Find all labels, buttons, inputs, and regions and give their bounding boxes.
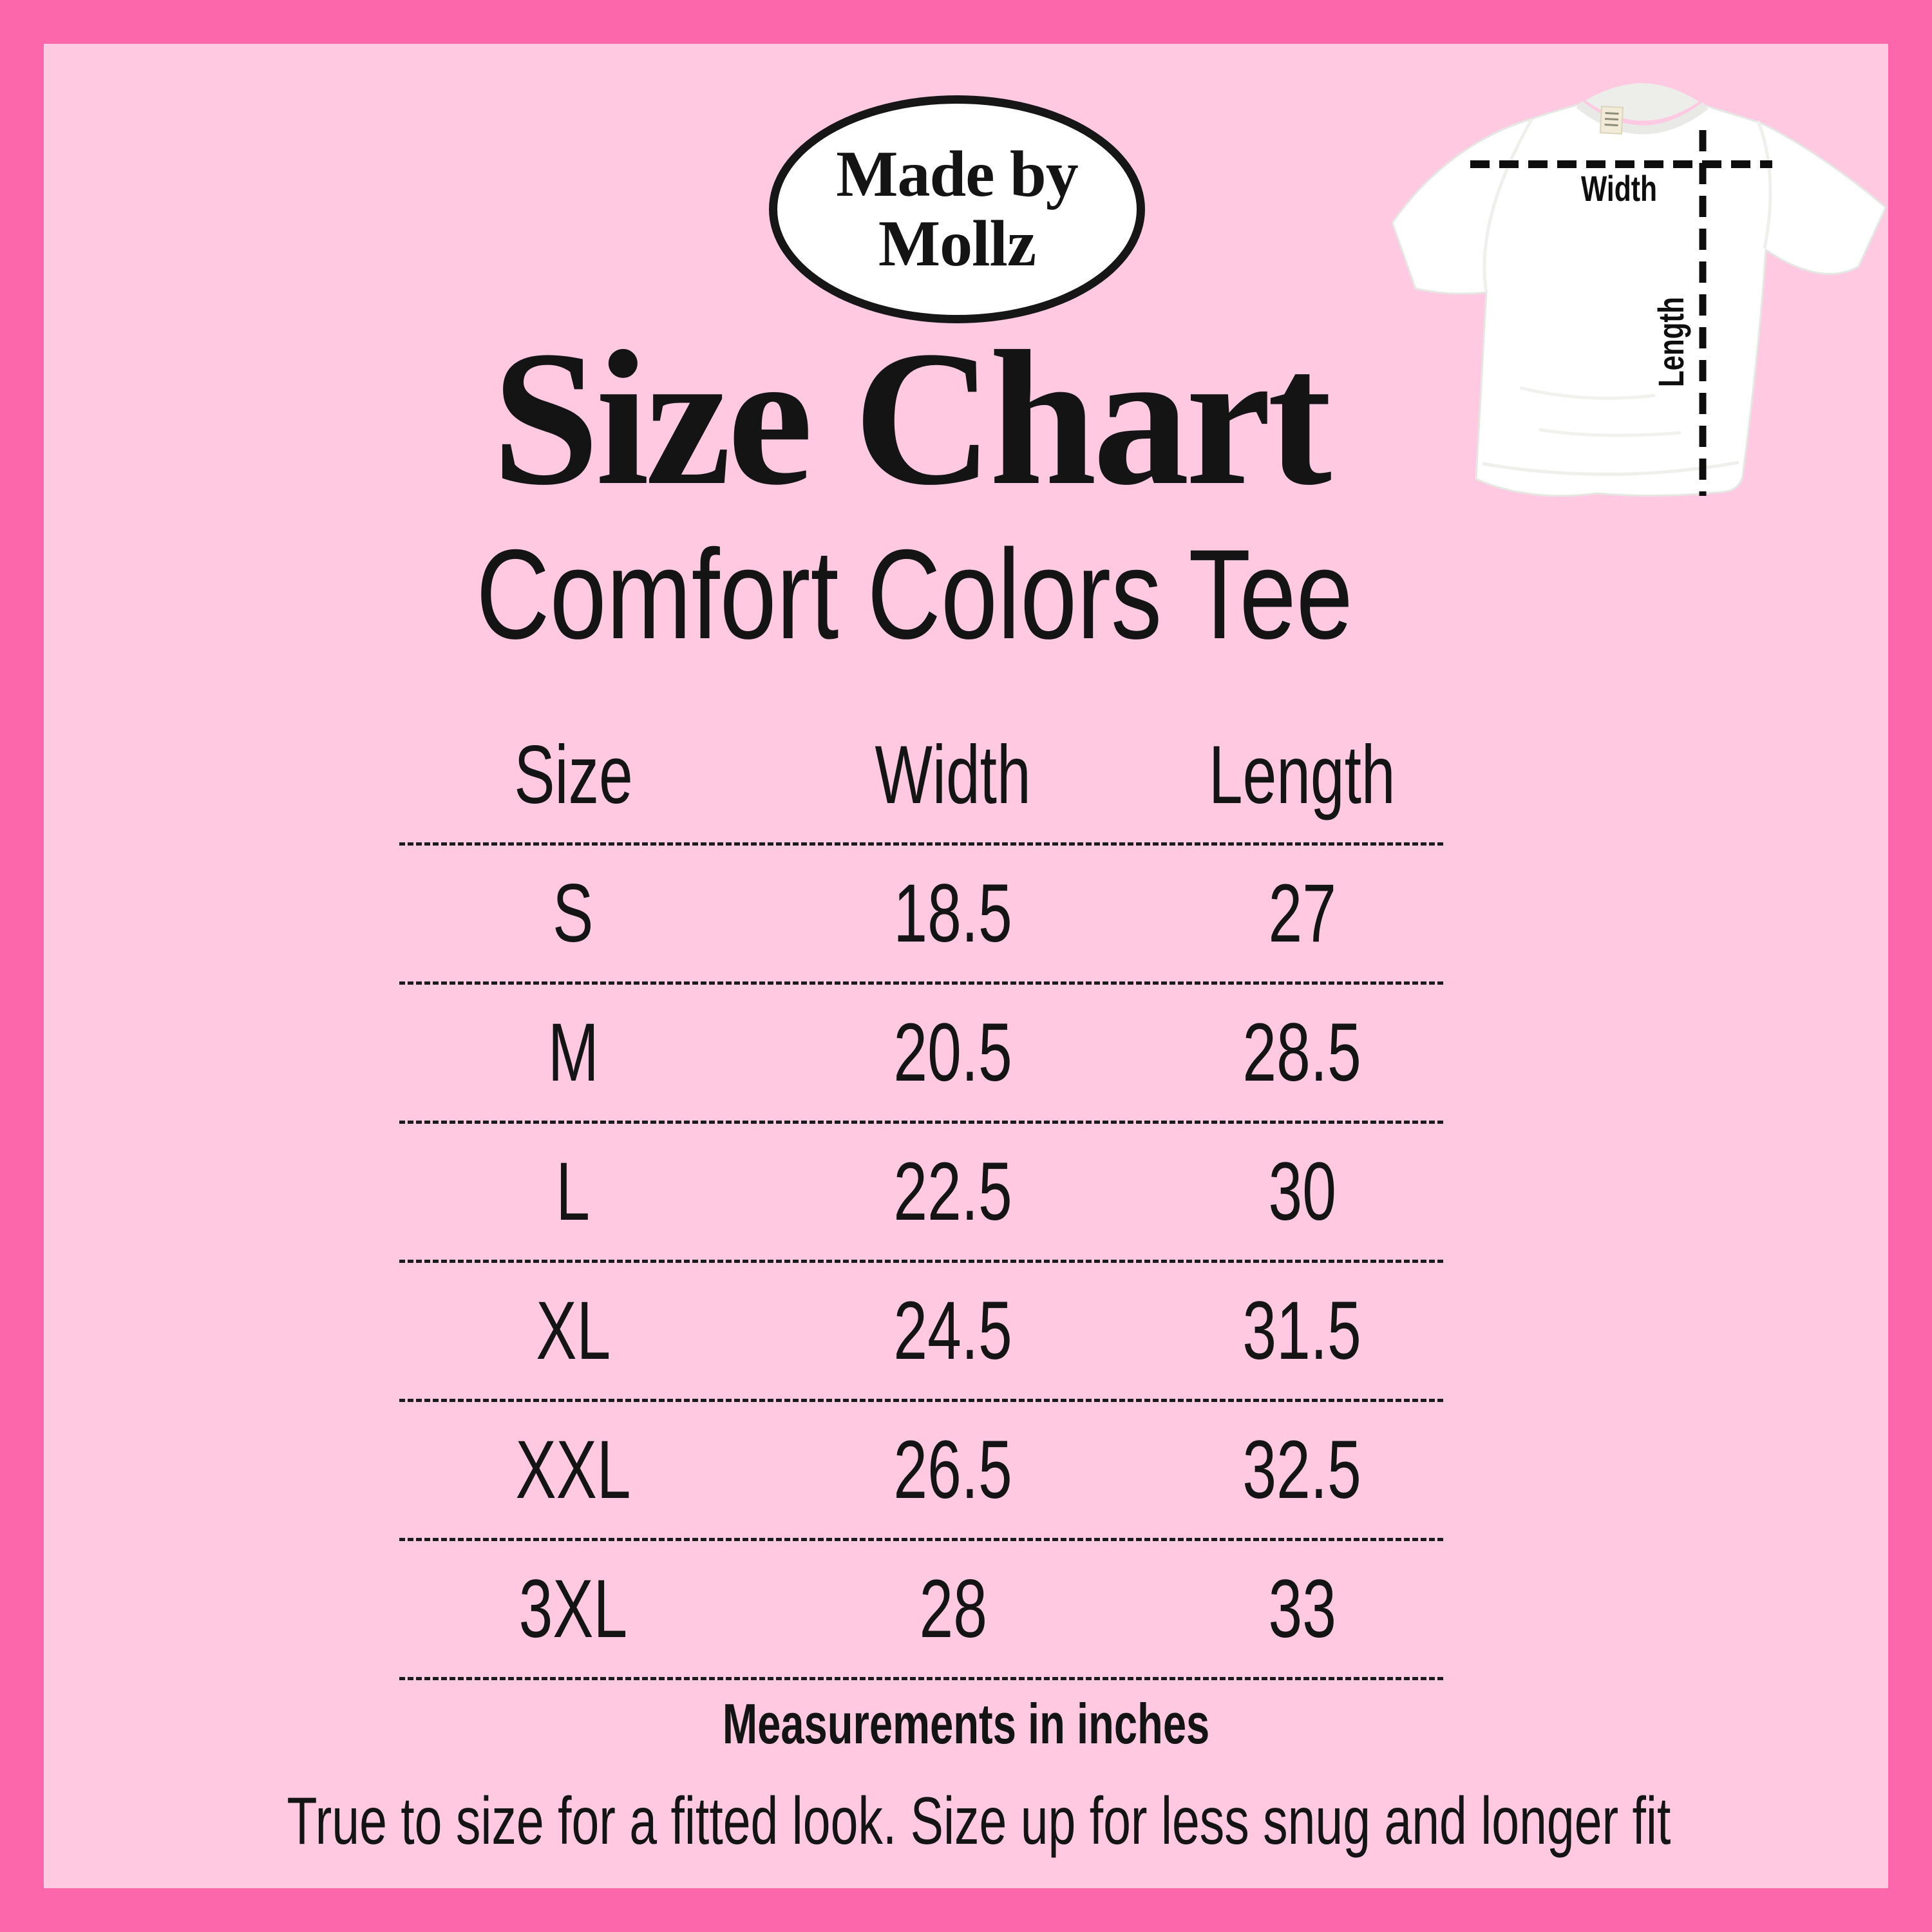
width-cell: 24.5 <box>893 1284 1013 1377</box>
brand-logo-badge: Made by Mollz <box>769 95 1145 323</box>
table-row: XXL 26.5 32.5 <box>399 1402 1445 1538</box>
product-subtitle: Comfort Colors Tee <box>270 531 1558 658</box>
row-divider <box>399 1538 1445 1541</box>
row-divider <box>399 1121 1445 1124</box>
size-table: Size Width Length S 18.5 27 M 20.5 28.5 … <box>399 708 1445 1680</box>
product-subtitle-text: Comfort Colors Tee <box>476 523 1353 665</box>
tshirt-outline <box>1391 103 1887 497</box>
brand-name-line2: Mollz <box>878 207 1036 280</box>
width-cell: 26.5 <box>893 1423 1013 1516</box>
column-header-length: Length <box>1209 729 1396 821</box>
column-header-size: Size <box>513 729 633 821</box>
size-cell: XL <box>536 1284 611 1377</box>
row-divider <box>399 1399 1445 1402</box>
width-cell: 22.5 <box>893 1145 1013 1238</box>
table-row: 3XL 28 33 <box>399 1541 1445 1677</box>
units-note: Measurements in inches <box>722 1692 1210 1756</box>
row-divider <box>399 981 1445 985</box>
table-header-row: Size Width Length <box>399 708 1445 842</box>
length-cell: 27 <box>1268 867 1336 960</box>
brand-name-line1: Made by <box>836 137 1078 211</box>
length-cell: 31.5 <box>1242 1284 1362 1377</box>
length-cell: 33 <box>1268 1562 1336 1655</box>
row-divider <box>399 1260 1445 1263</box>
tshirt-measurement-diagram: Width Length <box>1391 83 1887 497</box>
size-cell: 3XL <box>518 1562 628 1655</box>
size-cell: L <box>556 1145 591 1238</box>
care-tag-icon <box>1599 106 1624 135</box>
table-row: L 22.5 30 <box>399 1124 1445 1260</box>
width-cell: 28 <box>919 1562 987 1655</box>
size-cell: S <box>553 867 594 960</box>
width-cell: 20.5 <box>893 1006 1013 1099</box>
row-divider <box>399 1677 1445 1680</box>
length-cell: 32.5 <box>1242 1423 1362 1516</box>
table-row: M 20.5 28.5 <box>399 985 1445 1121</box>
fit-note: True to size for a fitted look. Size up … <box>287 1784 1671 1859</box>
right-sleeve-seam <box>1756 120 1772 249</box>
left-sleeve-seam <box>1482 118 1533 293</box>
width-cell: 18.5 <box>893 867 1013 960</box>
table-row: S 18.5 27 <box>399 846 1445 981</box>
width-label: Width <box>1581 168 1657 209</box>
length-cell: 30 <box>1268 1145 1336 1238</box>
collar-band <box>1576 100 1709 135</box>
column-header-width: Width <box>875 729 1032 821</box>
wrinkle <box>1519 386 1656 400</box>
row-divider <box>399 842 1445 846</box>
table-row: XL 24.5 31.5 <box>399 1263 1445 1399</box>
length-label: Length <box>1651 297 1691 387</box>
page-title: Size Chart <box>491 311 1332 525</box>
wrinkle <box>1539 428 1681 437</box>
size-cell: M <box>547 1006 599 1099</box>
length-cell: 28.5 <box>1242 1006 1362 1099</box>
size-cell: XXL <box>515 1423 631 1516</box>
